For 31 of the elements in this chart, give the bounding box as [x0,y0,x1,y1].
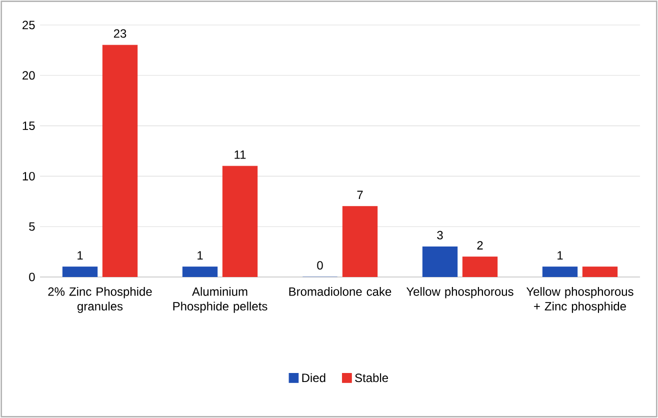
data-label: 1 [78,251,83,260]
x-tick-label: Bromadiolone cake [289,287,392,296]
data-label: 7 [357,190,363,200]
x-tick-label: 2% Zinc Phosphide granules [48,287,152,313]
legend-label: Died [302,373,326,382]
y-tick-label: 0 [29,272,35,282]
bar [102,44,138,277]
y-tick-label: 5 [29,222,35,231]
x-tick-label: Yellow phosphorous + Zinc phosphide [526,287,634,313]
data-label: 0 [317,261,323,270]
bar [422,246,458,277]
data-label: 11 [234,150,246,159]
legend-label: Stable [355,373,388,382]
x-tick-label: Aluminium Phosphide pellets [173,287,268,313]
bar [582,266,618,277]
bar [182,266,218,277]
bar [342,206,378,277]
y-tick-label: 25 [22,20,35,30]
bar [542,266,578,277]
data-label: 2 [477,241,483,250]
bar [462,256,498,277]
data-label: 1 [558,251,563,260]
data-label: 3 [437,230,443,240]
bar [62,266,98,277]
y-tick-label: 15 [22,122,35,130]
x-tick-label: Yellow phosphorous [406,287,514,298]
y-tick-label: 20 [22,71,35,80]
data-label: 23 [114,29,126,38]
data-label: 1 [198,251,203,260]
y-tick-label: 10 [22,172,35,180]
bar [222,166,258,277]
